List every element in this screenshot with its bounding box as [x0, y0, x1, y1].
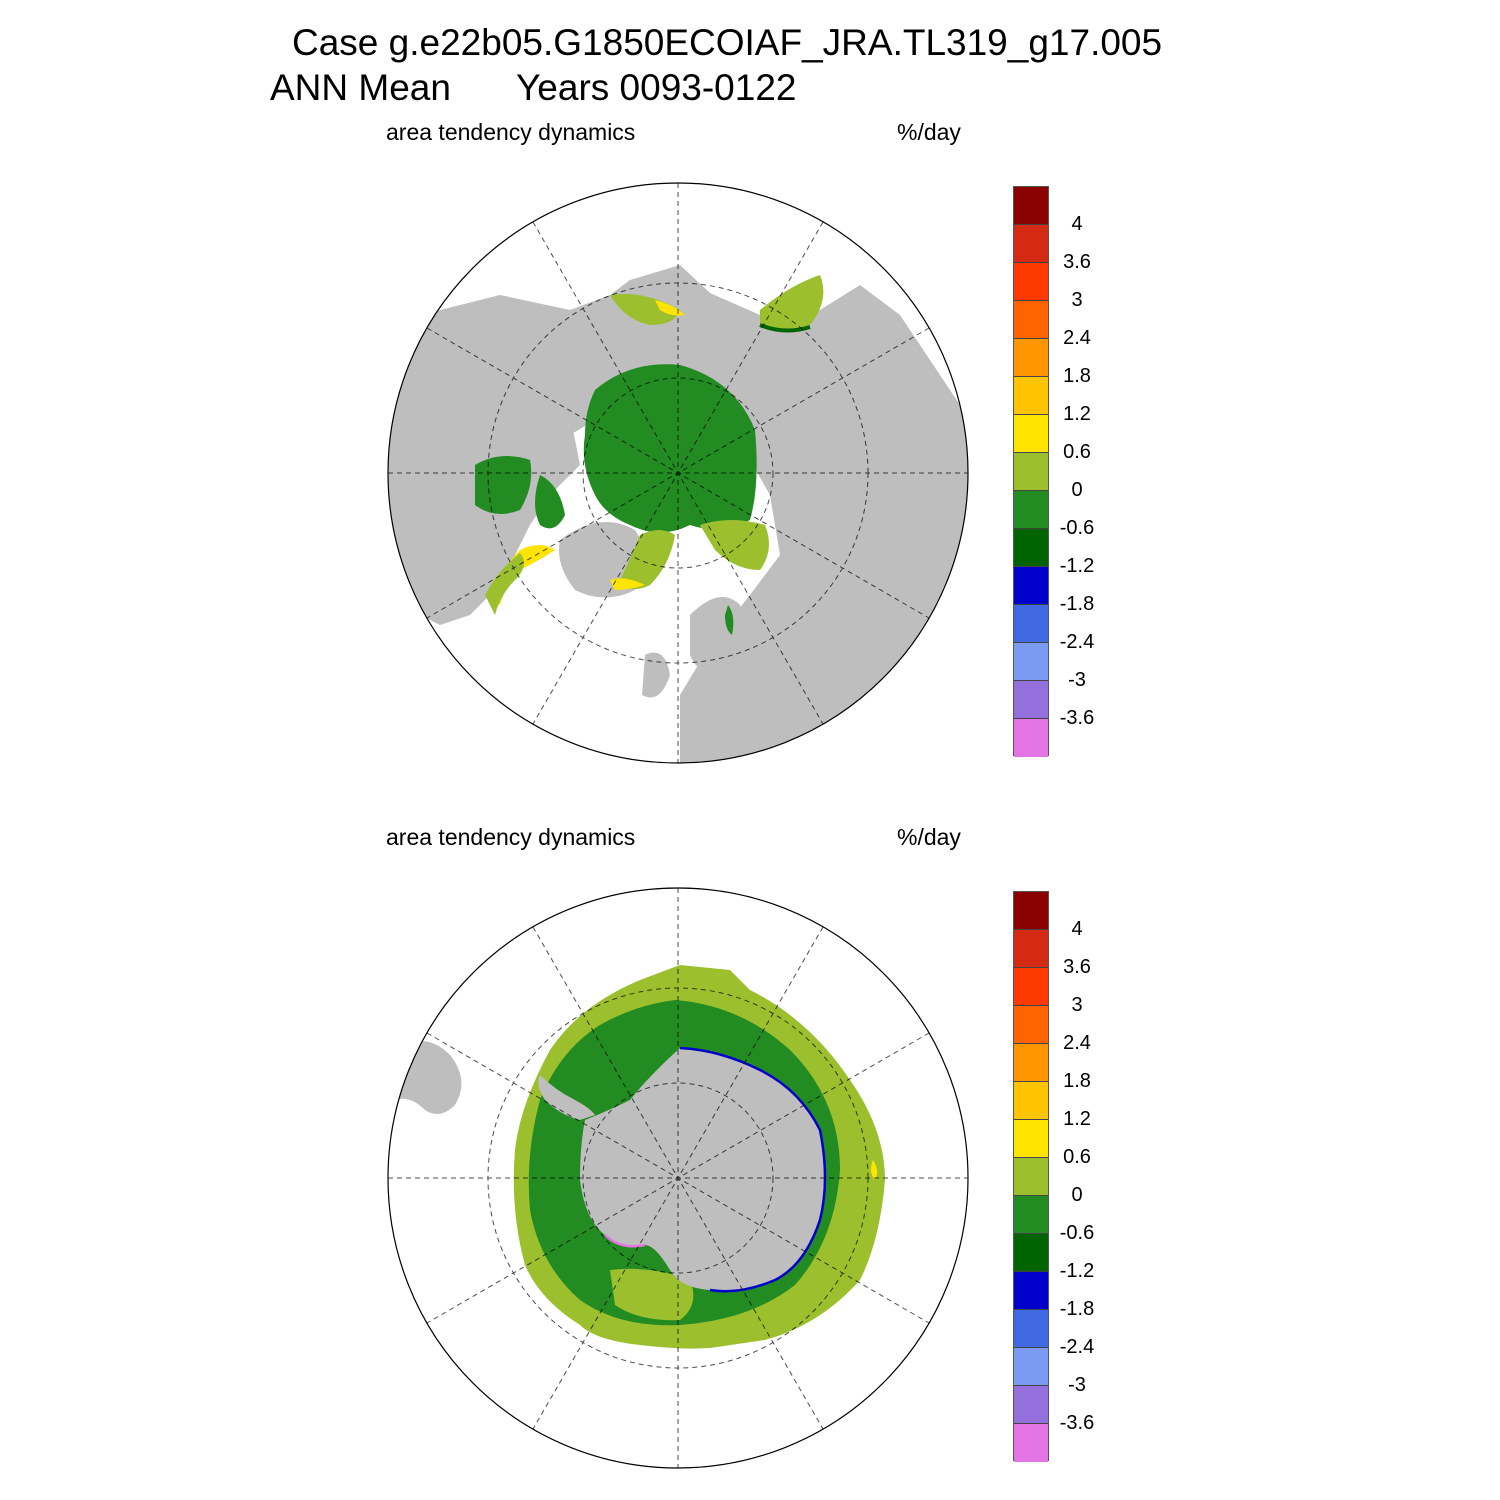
colorbar-box: [1014, 1196, 1048, 1234]
colorbar-tick-label: 1.2: [1063, 403, 1091, 425]
colorbar-box: [1014, 225, 1048, 263]
ice-hudson-bay: [475, 456, 532, 514]
panel-units-label: %/day: [897, 824, 961, 850]
colorbar-tick-label: 1.2: [1063, 1108, 1091, 1130]
colorbar-box: [1014, 643, 1048, 681]
panel-left-label: area tendency dynamics: [386, 824, 636, 850]
colorbar-box: [1014, 968, 1048, 1006]
colorbar-tick-label: 3.6: [1063, 956, 1091, 978]
colorbar-box: [1014, 1234, 1048, 1272]
ice-okhotsk-light: [760, 275, 824, 330]
colorbar-box: [1014, 892, 1048, 930]
ice-baffin-bay: [535, 475, 565, 529]
colorbar-box: [1014, 1158, 1048, 1196]
colorbar-tick-label: -1.8: [1059, 593, 1095, 615]
colorbar-tick-label: -3: [1068, 669, 1086, 691]
years-label: Years 0093-0122: [516, 67, 797, 108]
colorbar-box: [1014, 187, 1048, 225]
ice-central-arctic: [583, 364, 757, 533]
colorbar-tick-label: 0: [1071, 479, 1083, 501]
antarctic-polar-map: [387, 887, 969, 1469]
colorbar-tick-label: 1.8: [1063, 1070, 1091, 1092]
colorbar-box: [1014, 1044, 1048, 1082]
colorbar-box: [1014, 415, 1048, 453]
colorbar-box: [1014, 605, 1048, 643]
colorbar-box: [1014, 930, 1048, 968]
ice-baltic: [725, 605, 734, 635]
colorbar-tick-label: -2.4: [1059, 1336, 1095, 1358]
colorbar-tick-label: -3.6: [1059, 707, 1095, 729]
colorbar-box: [1014, 1424, 1048, 1462]
colorbar-tick-label: -1.8: [1059, 1298, 1095, 1320]
land-scandinavia: [690, 597, 744, 676]
ice-greenland-sea-light: [620, 530, 675, 589]
colorbar-tick-label: -0.6: [1059, 517, 1095, 539]
colorbar-tick-label: 0.6: [1063, 441, 1091, 463]
colorbar-box: [1014, 1082, 1048, 1120]
colorbar: [1013, 891, 1049, 1462]
mean-label: ANN Mean: [270, 67, 451, 108]
arctic-polar-map: [387, 182, 969, 764]
colorbar-box: [1014, 1272, 1048, 1310]
colorbar-tick-label: -1.2: [1059, 555, 1095, 577]
ice-ross: [610, 1268, 694, 1321]
colorbar-box: [1014, 301, 1048, 339]
colorbar-box: [1014, 1386, 1048, 1424]
colorbar-box: [1014, 1120, 1048, 1158]
colorbar-tick-label: 2.4: [1063, 1032, 1091, 1054]
colorbar-tick-label: 1.8: [1063, 365, 1091, 387]
colorbar-tick-label: -3.6: [1059, 1412, 1095, 1434]
ice-greenland-sea-yellow: [610, 578, 645, 590]
colorbar-tick-label: -1.2: [1059, 1260, 1095, 1282]
antarctic-coast-pink: [604, 1234, 646, 1248]
colorbar: [1013, 186, 1049, 757]
colorbar-box: [1014, 529, 1048, 567]
colorbar-tick-label: -3: [1068, 1374, 1086, 1396]
colorbar-box: [1014, 567, 1048, 605]
land-britain: [642, 652, 670, 698]
colorbar-box: [1014, 491, 1048, 529]
colorbar-box: [1014, 339, 1048, 377]
colorbar-box: [1014, 1310, 1048, 1348]
colorbar-box: [1014, 719, 1048, 757]
panel-left-label: area tendency dynamics: [386, 119, 636, 145]
colorbar-tick-label: 3: [1071, 994, 1083, 1016]
colorbar-box: [1014, 377, 1048, 415]
colorbar-tick-label: -0.6: [1059, 1222, 1095, 1244]
land-antarctic-peninsula: [538, 1075, 595, 1120]
colorbar-tick-label: 2.4: [1063, 327, 1091, 349]
antarctic-coast-blue: [679, 1046, 827, 1293]
ice-labrador-yellow: [490, 545, 555, 605]
colorbar-tick-label: 3.6: [1063, 251, 1091, 273]
panel-units-label: %/day: [897, 119, 961, 145]
colorbar-box: [1014, 263, 1048, 301]
colorbar-tick-label: 4: [1071, 918, 1083, 940]
ice-sea-of-okhotsk-edge: [759, 323, 811, 333]
colorbar-tick-label: 0.6: [1063, 1146, 1091, 1168]
colorbar-tick-label: -2.4: [1059, 631, 1095, 653]
colorbar-box: [1014, 681, 1048, 719]
case-title: Case g.e22b05.G1850ECOIAF_JRA.TL319_g17.…: [292, 22, 1163, 63]
colorbar-tick-label: 4: [1071, 213, 1083, 235]
colorbar-tick-label: 0: [1071, 1184, 1083, 1206]
ice-yellow-edge: [870, 1160, 878, 1180]
colorbar-box: [1014, 1348, 1048, 1386]
ice-bering-light: [610, 294, 680, 325]
land-antarctica: [580, 1048, 825, 1292]
colorbar-box: [1014, 453, 1048, 491]
colorbar-box: [1014, 1006, 1048, 1044]
colorbar-tick-label: 3: [1071, 289, 1083, 311]
